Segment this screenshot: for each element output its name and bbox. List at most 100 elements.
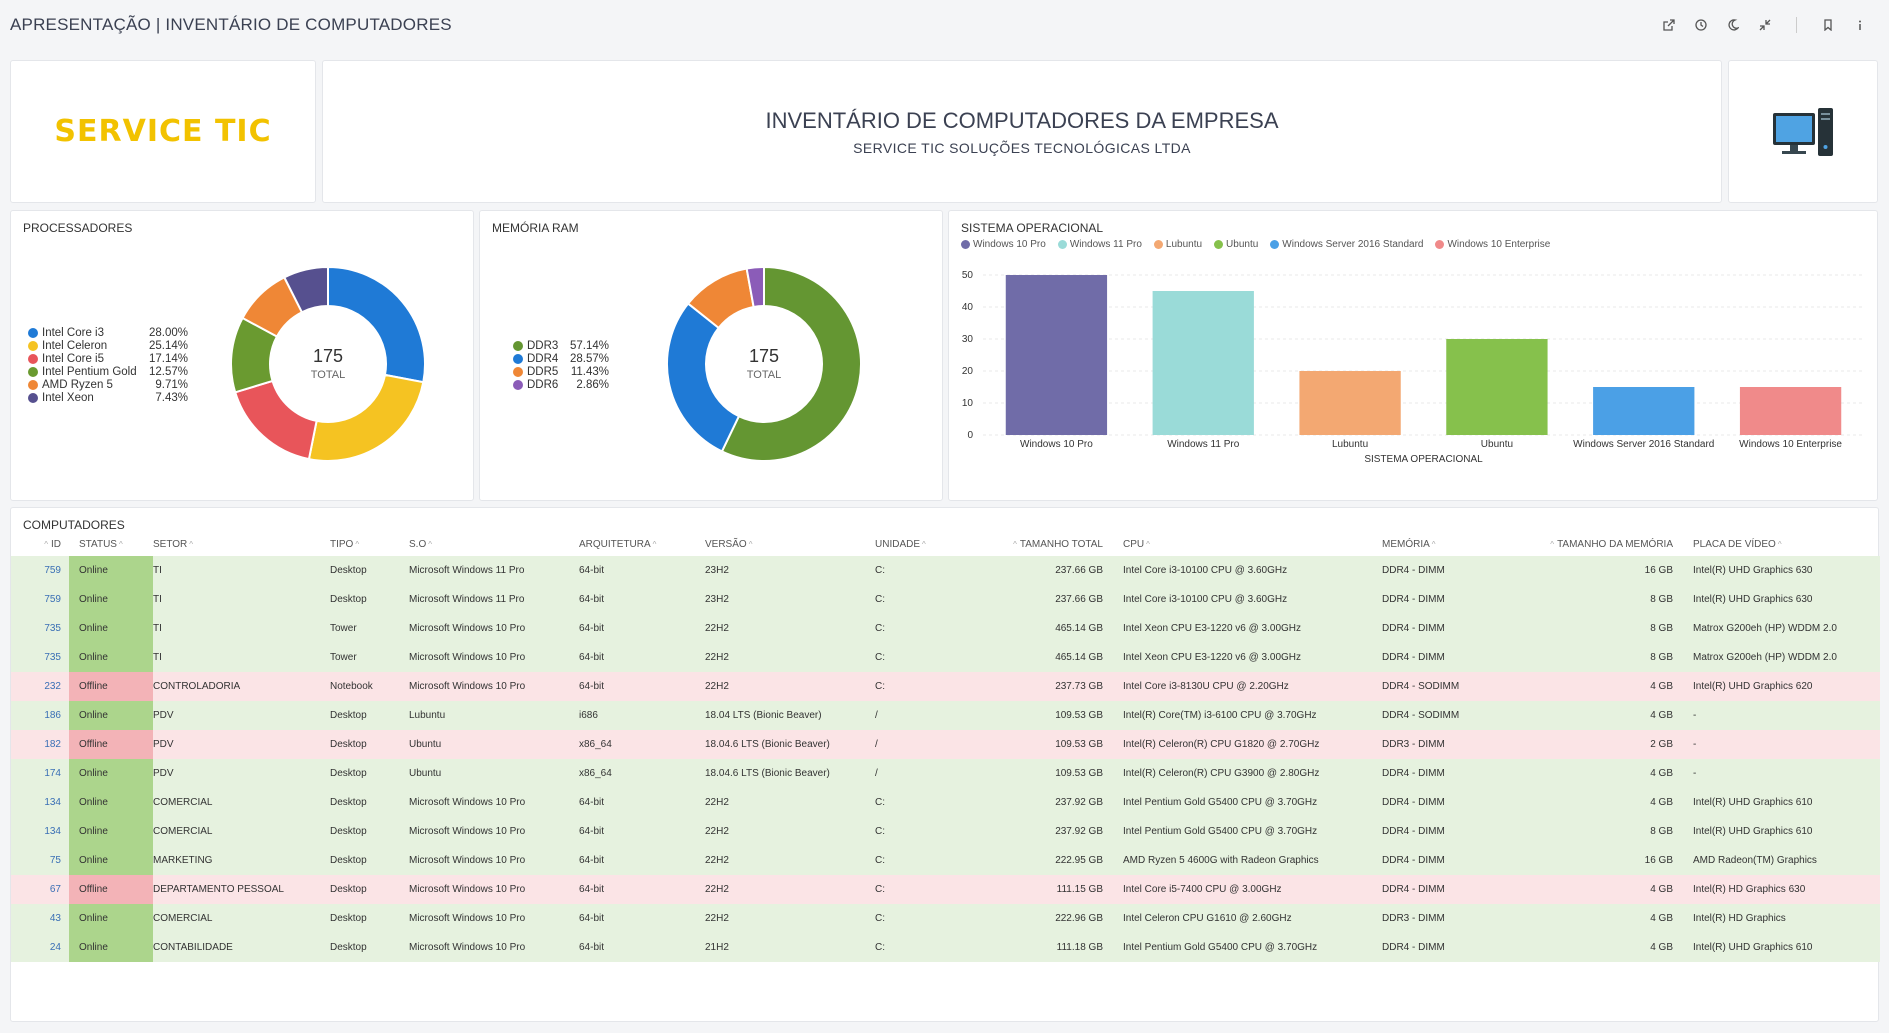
- desktop-computer-icon: [1773, 107, 1833, 156]
- legend-item-windows-server-2016-standard[interactable]: Windows Server 2016 Standard: [1270, 239, 1423, 250]
- cell-id[interactable]: 759: [11, 556, 69, 585]
- legend-item-ddr6[interactable]: DDR6 2.86%: [513, 378, 609, 391]
- table-row[interactable]: 759 Online TI Desktop Microsoft Windows 11 P…: [11, 556, 1880, 585]
- table-row[interactable]: 67 Offline DEPARTAMENTO PESSOAL Desktop Micr…: [11, 875, 1880, 904]
- cell-tamanho-total: 237.73 GB: [981, 672, 1123, 701]
- sort-icon[interactable]: ^: [1013, 539, 1017, 549]
- column-header-unidade[interactable]: UNIDADE ^: [875, 532, 981, 556]
- cell-placa-de-v-deo: Intel(R) UHD Graphics 630: [1693, 556, 1880, 585]
- bar-windows-10-pro[interactable]: [1005, 275, 1108, 435]
- legend-item-intel-xeon[interactable]: Intel Xeon 7.43%: [28, 391, 188, 404]
- cell-tamanho-da-mem-ria: 4 GB: [1543, 759, 1693, 788]
- cell-id[interactable]: 759: [11, 585, 69, 614]
- sort-icon[interactable]: ^: [922, 539, 926, 549]
- sort-icon[interactable]: ^: [44, 539, 48, 549]
- bar-ubuntu[interactable]: [1446, 339, 1548, 435]
- table-row[interactable]: 134 Online COMERCIAL Desktop Microsoft Windo…: [11, 817, 1880, 846]
- legend-item-ddr4[interactable]: DDR4 28.57%: [513, 352, 609, 365]
- bar-windows-11-pro[interactable]: [1152, 291, 1254, 435]
- cell-id[interactable]: 232: [11, 672, 69, 701]
- column-header-placa-de-v-deo[interactable]: PLACA DE VÍDEO ^: [1693, 532, 1880, 556]
- bar-windows-server-2016-standard[interactable]: [1593, 387, 1695, 435]
- slice-intel-celeron[interactable]: [307, 373, 425, 462]
- cell-arquitetura: i686: [579, 701, 705, 730]
- table-row[interactable]: 24 Online CONTABILIDADE Desktop Microsoft Wi…: [11, 933, 1880, 962]
- cell-id[interactable]: 75: [11, 846, 69, 875]
- column-header-status[interactable]: STATUS ^: [69, 532, 153, 556]
- sort-icon[interactable]: ^: [189, 539, 194, 549]
- cell-id[interactable]: 182: [11, 730, 69, 759]
- slice-ddr6[interactable]: [745, 265, 765, 309]
- cell-cpu: Intel Celeron CPU G1610 @ 2.60GHz: [1123, 904, 1382, 933]
- column-header-cpu[interactable]: CPU ^: [1123, 532, 1382, 556]
- sort-icon[interactable]: ^: [1146, 539, 1150, 549]
- bar-windows-10-enterprise[interactable]: [1739, 387, 1842, 435]
- cell-id[interactable]: 134: [11, 788, 69, 817]
- slice-intel-core-i5[interactable]: [233, 379, 318, 461]
- table-row[interactable]: 186 Online PDV Desktop Lubuntu i686 18.04 LTS …: [11, 701, 1880, 730]
- legend-item-ddr5[interactable]: DDR5 11.43%: [513, 365, 609, 378]
- column-header-id[interactable]: ^ ID: [11, 532, 69, 556]
- slice-ddr4[interactable]: [666, 302, 741, 453]
- column-header-tipo[interactable]: TIPO ^: [330, 532, 409, 556]
- sort-icon[interactable]: ^: [1777, 539, 1782, 549]
- clock-icon[interactable]: [1692, 16, 1710, 34]
- table-row[interactable]: 232 Offline CONTROLADORIA Notebook Microsoft…: [11, 672, 1880, 701]
- table-row[interactable]: 735 Online TI Tower Microsoft Windows 10 Pro…: [11, 614, 1880, 643]
- legend-label: DDR3: [527, 339, 559, 352]
- legend-item-ubuntu[interactable]: Ubuntu: [1214, 239, 1258, 250]
- table-row[interactable]: 134 Online COMERCIAL Desktop Microsoft Windo…: [11, 788, 1880, 817]
- legend-item-intel-core-i5[interactable]: Intel Core i5 17.14%: [28, 352, 188, 365]
- cell-id[interactable]: 735: [11, 614, 69, 643]
- cell-id[interactable]: 67: [11, 875, 69, 904]
- table-row[interactable]: 75 Online MARKETING Desktop Microsoft Window…: [11, 846, 1880, 875]
- table-row[interactable]: 174 Online PDV Desktop Ubuntu x86_64 18.04.6 L…: [11, 759, 1880, 788]
- column-header-tamanho-total[interactable]: ^ TAMANHO TOTAL: [981, 532, 1123, 556]
- table-row[interactable]: 759 Online TI Desktop Microsoft Windows 11 P…: [11, 585, 1880, 614]
- collapse-icon[interactable]: [1756, 16, 1774, 34]
- sort-icon[interactable]: ^: [1431, 539, 1436, 549]
- legend-label: Windows 11 Pro: [1069, 239, 1142, 250]
- cell-id[interactable]: 43: [11, 904, 69, 933]
- cell-id[interactable]: 186: [11, 701, 69, 730]
- column-header-s-o[interactable]: S.O ^: [409, 532, 579, 556]
- legend-item-amd-ryzen-5[interactable]: AMD Ryzen 5 9.71%: [28, 378, 188, 391]
- bar-lubuntu[interactable]: [1299, 371, 1401, 435]
- legend-item-intel-pentium-gold[interactable]: Intel Pentium Gold 12.57%: [28, 365, 188, 378]
- slice-ddr3[interactable]: [720, 265, 862, 462]
- column-header-mem-ria[interactable]: MEMÓRIA ^: [1382, 532, 1543, 556]
- sort-icon[interactable]: ^: [118, 539, 123, 549]
- legend-item-windows-10-pro[interactable]: Windows 10 Pro: [961, 239, 1046, 250]
- bookmark-icon[interactable]: [1819, 16, 1837, 34]
- legend-item-ddr3[interactable]: DDR3 57.14%: [513, 339, 609, 352]
- cell-vers-o: 23H2: [705, 556, 875, 585]
- column-header-setor[interactable]: SETOR ^: [153, 532, 330, 556]
- moon-icon[interactable]: [1724, 16, 1742, 34]
- table-row[interactable]: 182 Offline PDV Desktop Ubuntu x86_64 18.04.6 …: [11, 730, 1880, 759]
- legend-item-intel-core-i3[interactable]: Intel Core i3 28.00%: [28, 326, 188, 339]
- cell-id[interactable]: 174: [11, 759, 69, 788]
- column-header-arquitetura[interactable]: ARQUITETURA ^: [579, 532, 705, 556]
- legend-item-windows-11-pro[interactable]: Windows 11 Pro: [1057, 239, 1142, 250]
- info-icon[interactable]: [1851, 16, 1869, 34]
- sort-icon[interactable]: ^: [428, 539, 432, 549]
- legend-item-windows-10-enterprise[interactable]: Windows 10 Enterprise: [1435, 239, 1550, 250]
- cell-id[interactable]: 24: [11, 933, 69, 962]
- legend-item-intel-celeron[interactable]: Intel Celeron 25.14%: [28, 339, 188, 352]
- column-header-vers-o[interactable]: VERSÃO ^: [705, 532, 875, 556]
- sort-icon[interactable]: ^: [748, 539, 753, 549]
- cell-id[interactable]: 735: [11, 643, 69, 672]
- sort-icon[interactable]: ^: [652, 539, 657, 549]
- sort-icon[interactable]: ^: [355, 539, 360, 549]
- cell-cpu: AMD Ryzen 5 4600G with Radeon Graphics: [1123, 846, 1382, 875]
- slice-intel-xeon[interactable]: [282, 265, 329, 314]
- table-row[interactable]: 43 Online COMERCIAL Desktop Microsoft Window…: [11, 904, 1880, 933]
- column-header-tamanho-da-mem-ria[interactable]: ^ TAMANHO DA MEMÓRIA: [1543, 532, 1693, 556]
- external-link-icon[interactable]: [1660, 16, 1678, 34]
- cell-tamanho-da-mem-ria: 2 GB: [1543, 730, 1693, 759]
- cell-vers-o: 22H2: [705, 672, 875, 701]
- table-row[interactable]: 735 Online TI Tower Microsoft Windows 10 Pro…: [11, 643, 1880, 672]
- legend-item-lubuntu[interactable]: Lubuntu: [1153, 239, 1202, 250]
- sort-icon[interactable]: ^: [1550, 539, 1555, 549]
- cell-id[interactable]: 134: [11, 817, 69, 846]
